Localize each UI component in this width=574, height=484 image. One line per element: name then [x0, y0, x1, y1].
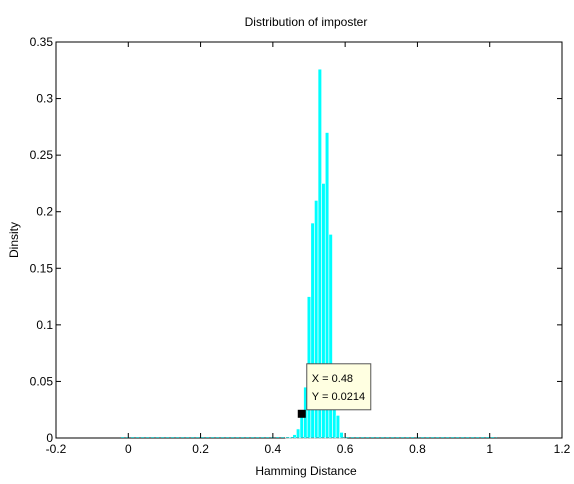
x-tick-label: 0.6 — [337, 442, 354, 456]
histogram-bar — [296, 429, 300, 438]
y-tick-label: 0 — [46, 431, 53, 445]
y-tick-label: 0.35 — [30, 35, 54, 49]
y-tick-label: 0.15 — [30, 261, 54, 275]
datatip-box[interactable] — [307, 364, 371, 410]
x-tick-label: 0.2 — [192, 442, 209, 456]
y-tick-label: 0.3 — [36, 92, 53, 106]
y-tick-label: 0.05 — [30, 374, 54, 388]
y-tick-label: 0.1 — [36, 318, 53, 332]
datatip[interactable]: X = 0.48 Y = 0.0214 — [298, 364, 371, 418]
y-axis-label: Dinsity — [7, 222, 21, 258]
x-tick-label: 0.8 — [409, 442, 426, 456]
x-tick-label: 0 — [125, 442, 132, 456]
datatip-marker[interactable] — [298, 410, 306, 418]
x-tick-label: 0.4 — [265, 442, 282, 456]
histogram-bar — [336, 415, 340, 438]
x-tick-label: 1.2 — [554, 442, 571, 456]
chart-title: Distribution of imposter — [245, 15, 368, 29]
datatip-x-text: X = 0.48 — [312, 373, 353, 385]
y-tick-label: 0.2 — [36, 205, 53, 219]
datatip-y-text: Y = 0.0214 — [312, 391, 365, 403]
x-tick-label: 1 — [486, 442, 493, 456]
x-axis-label: Hamming Distance — [255, 464, 357, 478]
y-tick-label: 0.25 — [30, 148, 54, 162]
